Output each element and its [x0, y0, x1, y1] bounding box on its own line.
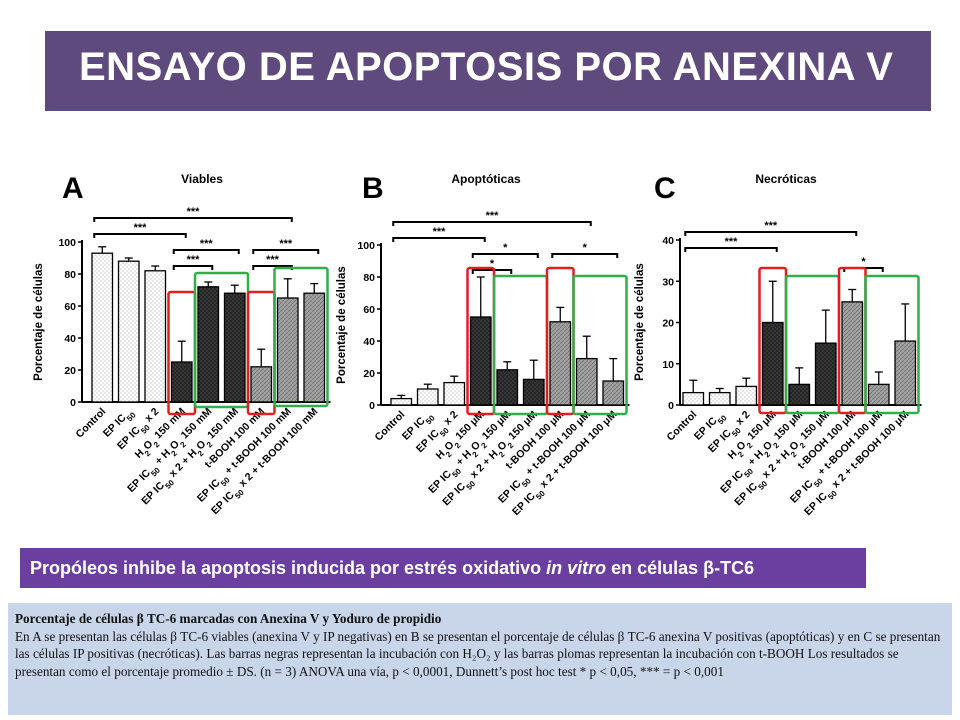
significance-bracket [684, 247, 778, 252]
bar [197, 286, 220, 403]
bar [416, 388, 439, 406]
bar [223, 292, 246, 403]
significance-bracket [471, 269, 513, 274]
bar [761, 321, 784, 406]
significance-bracket [93, 233, 187, 238]
y-tick-label: 30 [662, 276, 674, 288]
bar [549, 321, 572, 406]
chart-panel-b: B Apoptóticas Porcentaje de células 0 20 40 60… [336, 172, 630, 518]
significance-label: *** [266, 254, 280, 266]
bar [276, 297, 299, 403]
y-tick-label: 60 [363, 304, 375, 316]
y-tick-label: 0 [70, 397, 76, 409]
chart-panel-c: C Necróticas Porcentaje de células 0 10 20 30 4… [634, 172, 922, 518]
charts-figure: A Viables Porcentaje de células 0 20 40 60 80 10… [33, 172, 922, 518]
highlight-box-green [864, 274, 920, 415]
significance-bracket [172, 265, 214, 270]
chart-title: Viables [181, 172, 223, 186]
significance-label: *** [279, 238, 293, 250]
significance-bracket [252, 249, 320, 254]
panel-letter-b: B [362, 172, 384, 205]
significance-label: * [490, 258, 495, 270]
significance-label: * [503, 242, 508, 254]
y-tick-label: 100 [357, 240, 375, 252]
bar [682, 391, 705, 406]
y-tick-label: 0 [369, 400, 375, 412]
caption-title: Porcentaje de células β TC-6 marcadas co… [15, 611, 442, 626]
bar [303, 292, 326, 403]
y-tick-label: 80 [64, 269, 76, 281]
bar [788, 383, 811, 406]
y-tick-label: 20 [64, 365, 76, 377]
bar [894, 340, 917, 406]
significance-bracket [684, 231, 858, 236]
bar [91, 252, 114, 403]
significance-label: *** [725, 236, 739, 248]
significance-label: * [583, 242, 588, 254]
significance-label: *** [134, 222, 148, 234]
y-tick-label: 100 [58, 237, 76, 249]
subtitle-text-1: Propóleos inhibe la apoptosis inducida p… [30, 558, 547, 578]
significance-bracket [392, 221, 592, 226]
y-tick-label: 40 [662, 235, 674, 247]
bar [602, 380, 625, 406]
bar [522, 378, 545, 406]
x-tick-label: Control [73, 406, 108, 441]
significance-bracket [93, 217, 293, 222]
subtitle-banner: Propóleos inhibe la apoptosis inducida p… [20, 548, 866, 588]
chart-panel-a: A Viables Porcentaje de células 0 20 40 60 80 10… [33, 172, 331, 517]
bar [144, 270, 167, 403]
significance-label: *** [187, 206, 201, 218]
bar [390, 397, 413, 406]
bar [250, 366, 273, 403]
subtitle-italic: in vitro [546, 558, 607, 578]
bar [443, 381, 466, 406]
page-title: ENSAYO DE APOPTOSIS POR ANEXINA V [79, 45, 894, 89]
chart-title: Necróticas [755, 172, 817, 186]
significance-bracket [551, 253, 619, 258]
y-tick-label: 10 [662, 359, 674, 371]
y-tick-label: 20 [363, 368, 375, 380]
bar [117, 260, 140, 403]
x-tick-label: EP IC50 + H2O2 150 μM [718, 408, 808, 498]
y-axis-label: Porcentaje de células [33, 263, 45, 381]
y-tick-label: 80 [363, 272, 375, 284]
chart-title: Apoptóticas [451, 172, 521, 186]
y-axis-label: Porcentaje de células [336, 266, 348, 384]
bar [841, 301, 864, 406]
bar [867, 383, 890, 406]
title-banner: ENSAYO DE APOPTOSIS POR ANEXINA V [45, 31, 931, 111]
bar [170, 361, 193, 403]
caption-body: En A se presentan las células β TC-6 via… [15, 628, 941, 679]
bar [575, 357, 598, 406]
figure-caption: Porcentaje de células β TC-6 marcadas co… [8, 603, 952, 715]
bar [496, 369, 519, 406]
significance-label: * [861, 256, 866, 268]
panel-letter-c: C [654, 172, 676, 205]
x-tick-label: Control [372, 409, 407, 444]
significance-label: *** [764, 220, 778, 232]
y-axis-label: Porcentaje de células [634, 263, 646, 381]
bar [814, 342, 837, 406]
subtitle-text-2: en células β-TC6 [606, 558, 755, 578]
y-tick-label: 40 [363, 336, 375, 348]
x-tick-label: Control [664, 409, 699, 444]
y-tick-label: 40 [64, 333, 76, 345]
highlight-box-green [572, 274, 628, 416]
bar [708, 391, 731, 406]
y-tick-label: 60 [64, 301, 76, 313]
highlight-box-green [273, 266, 329, 408]
significance-bracket [392, 237, 486, 242]
significance-label: *** [200, 238, 214, 250]
bar [735, 385, 758, 406]
significance-label: *** [486, 210, 500, 222]
y-tick-label: 20 [662, 318, 674, 330]
significance-bracket [172, 249, 240, 254]
significance-bracket [471, 253, 539, 258]
y-tick-label: 0 [668, 400, 674, 412]
panel-letter-a: A [62, 172, 84, 205]
bar [469, 316, 492, 406]
significance-label: *** [433, 226, 447, 238]
significance-label: *** [187, 254, 201, 266]
